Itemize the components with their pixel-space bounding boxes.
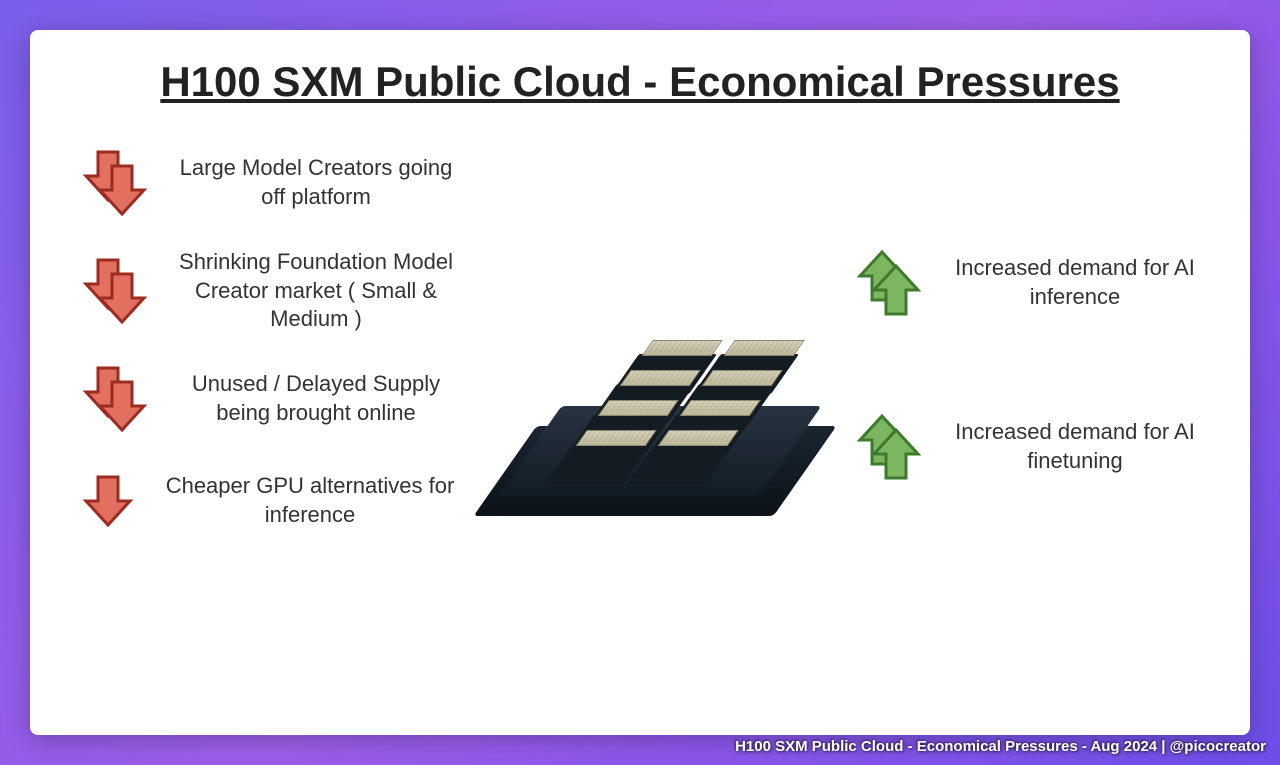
footer-attribution: H100 SXM Public Cloud - Economical Press… — [735, 738, 1266, 755]
left-item: Large Model Creators going off platform — [78, 146, 458, 220]
down-arrow-double-icon — [78, 254, 152, 328]
down-arrow-double-icon — [78, 362, 152, 436]
up-arrow-double-icon — [852, 410, 926, 484]
left-item-text: Cheaper GPU alternatives for inference — [162, 472, 458, 529]
left-item-text: Unused / Delayed Supply being brought on… — [174, 370, 458, 427]
right-column: Increased demand for AI inference Increa… — [852, 136, 1202, 715]
right-item-text: Increased demand for AI inference — [948, 254, 1202, 311]
left-item-text: Large Model Creators going off platform — [174, 154, 458, 211]
left-item: Cheaper GPU alternatives for inference — [78, 464, 458, 538]
left-item: Unused / Delayed Supply being brought on… — [78, 362, 458, 436]
left-item-text: Shrinking Foundation Model Creator marke… — [174, 248, 458, 334]
up-arrow-double-icon — [852, 246, 926, 320]
down-arrow-single-icon — [78, 464, 140, 538]
right-item: Increased demand for AI finetuning — [852, 410, 1202, 484]
slide-title: H100 SXM Public Cloud - Economical Press… — [78, 58, 1202, 106]
down-arrow-double-icon — [78, 146, 152, 220]
center-column — [458, 136, 852, 715]
left-column: Large Model Creators going off platform … — [78, 136, 458, 715]
content-row: Large Model Creators going off platform … — [78, 136, 1202, 715]
right-item-text: Increased demand for AI finetuning — [948, 418, 1202, 475]
left-item: Shrinking Foundation Model Creator marke… — [78, 248, 458, 334]
gpu-module-illustration — [485, 306, 825, 546]
right-item: Increased demand for AI inference — [852, 246, 1202, 320]
slide-card: H100 SXM Public Cloud - Economical Press… — [30, 30, 1250, 735]
